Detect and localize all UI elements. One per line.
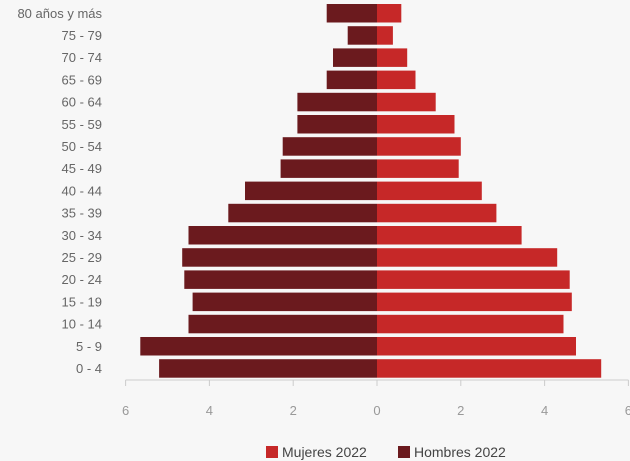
legend-label-1: Hombres 2022 bbox=[414, 444, 506, 460]
male-bar-3 bbox=[192, 292, 377, 312]
female-bar-9 bbox=[377, 159, 459, 178]
male-bar-14 bbox=[333, 48, 377, 67]
male-bar-2 bbox=[188, 314, 377, 334]
male-bar-0 bbox=[159, 359, 377, 378]
category-label-10: 50 - 54 bbox=[62, 139, 102, 154]
female-bar-16 bbox=[377, 4, 402, 23]
legend-swatch-0 bbox=[266, 446, 278, 458]
category-label-14: 70 - 74 bbox=[62, 50, 102, 65]
male-bar-11 bbox=[297, 115, 377, 134]
x-tick-label-4: 2 bbox=[457, 403, 464, 418]
category-label-5: 25 - 29 bbox=[62, 250, 102, 265]
category-label-11: 55 - 59 bbox=[62, 117, 102, 132]
x-tick-label-1: 4 bbox=[206, 403, 213, 418]
female-bar-4 bbox=[377, 270, 570, 289]
x-tick-label-0: 6 bbox=[122, 403, 129, 418]
category-label-2: 10 - 14 bbox=[62, 317, 102, 332]
female-bar-2 bbox=[377, 314, 564, 334]
category-label-7: 35 - 39 bbox=[62, 206, 102, 221]
female-bar-15 bbox=[377, 26, 393, 45]
category-label-8: 40 - 44 bbox=[62, 183, 102, 198]
female-bar-5 bbox=[377, 248, 558, 267]
male-bar-9 bbox=[280, 159, 377, 178]
male-bar-5 bbox=[182, 248, 377, 267]
x-tick-label-3: 0 bbox=[373, 403, 380, 418]
category-label-12: 60 - 64 bbox=[62, 95, 102, 110]
legend-label-0: Mujeres 2022 bbox=[282, 444, 367, 460]
x-tick-label-6: 6 bbox=[625, 403, 630, 418]
female-bar-13 bbox=[377, 70, 416, 90]
male-bar-15 bbox=[347, 26, 377, 45]
female-bar-11 bbox=[377, 115, 455, 134]
male-bar-1 bbox=[140, 337, 377, 356]
female-bar-10 bbox=[377, 137, 461, 156]
category-label-16: 80 años y más bbox=[17, 6, 102, 21]
male-bar-7 bbox=[228, 203, 377, 223]
category-label-15: 75 - 79 bbox=[62, 28, 102, 43]
female-bar-3 bbox=[377, 292, 572, 312]
x-tick-label-2: 2 bbox=[290, 403, 297, 418]
female-bar-12 bbox=[377, 92, 436, 112]
male-bar-6 bbox=[188, 226, 377, 245]
male-bar-4 bbox=[184, 270, 377, 289]
female-bar-7 bbox=[377, 203, 497, 223]
category-label-0: 0 - 4 bbox=[76, 361, 102, 376]
female-bar-6 bbox=[377, 226, 522, 245]
female-bar-0 bbox=[377, 359, 602, 378]
x-tick-label-5: 4 bbox=[541, 403, 548, 418]
male-bar-10 bbox=[282, 137, 377, 156]
female-bar-8 bbox=[377, 181, 482, 201]
male-bar-8 bbox=[245, 181, 377, 201]
category-label-6: 30 - 34 bbox=[62, 228, 102, 243]
legend-swatch-1 bbox=[398, 446, 410, 458]
male-bar-12 bbox=[297, 92, 377, 112]
male-bar-16 bbox=[326, 4, 377, 23]
male-bar-13 bbox=[326, 70, 377, 90]
category-label-1: 5 - 9 bbox=[76, 339, 102, 354]
category-label-9: 45 - 49 bbox=[62, 161, 102, 176]
category-label-13: 65 - 69 bbox=[62, 72, 102, 87]
category-label-4: 20 - 24 bbox=[62, 272, 102, 287]
female-bar-14 bbox=[377, 48, 408, 67]
female-bar-1 bbox=[377, 337, 576, 356]
category-label-3: 15 - 19 bbox=[62, 294, 102, 309]
